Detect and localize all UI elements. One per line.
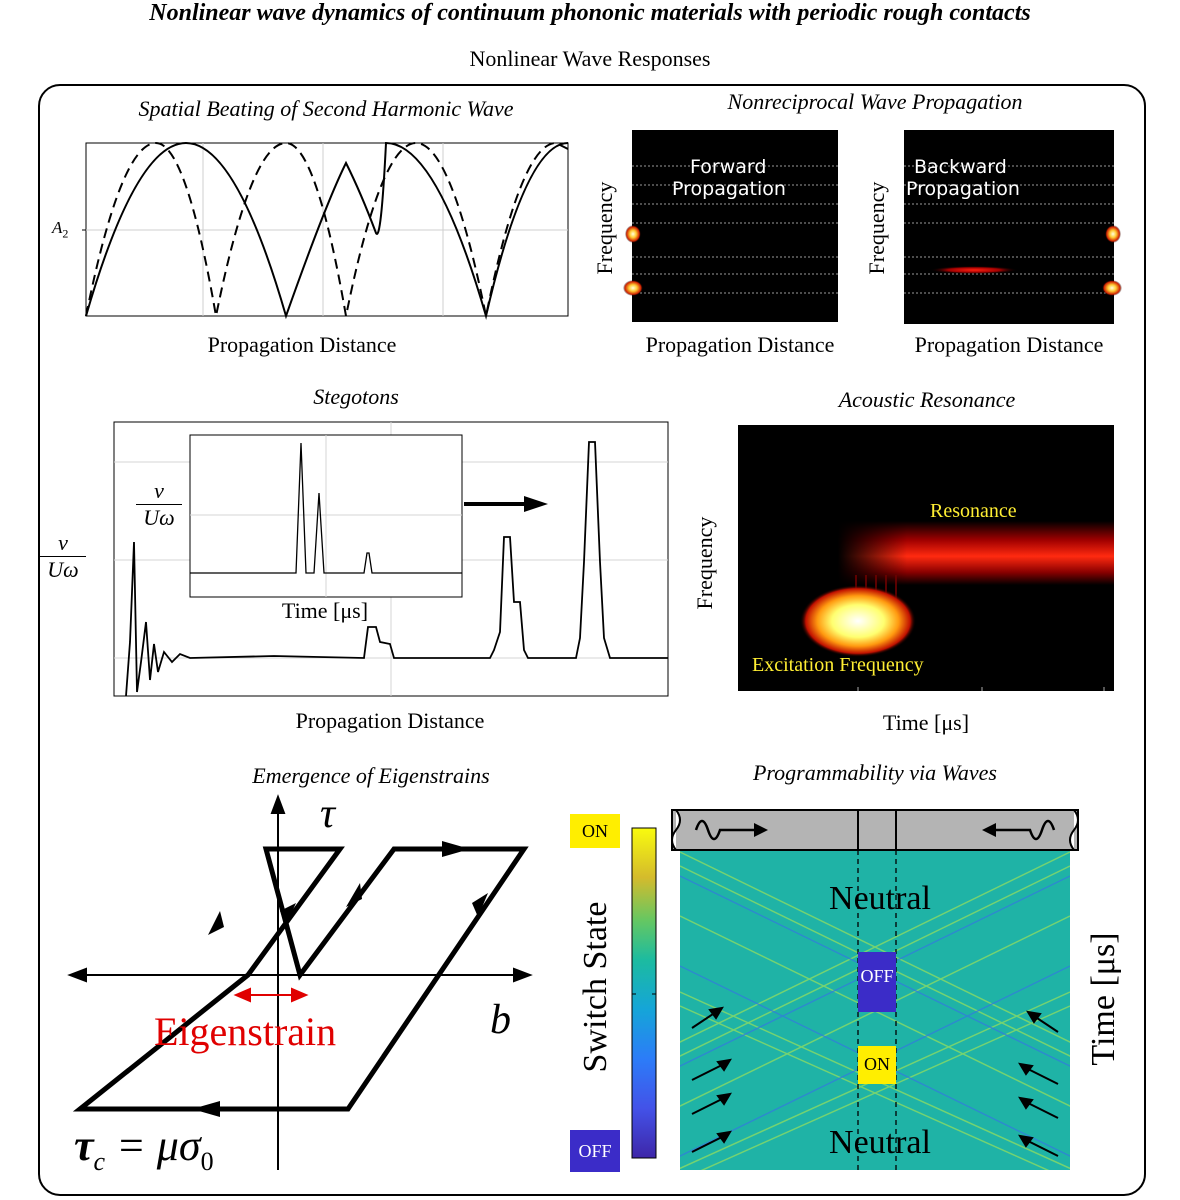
spatial-beating-title: Spatial Beating of Second Harmonic Wave (138, 96, 514, 121)
loop-arrow-down-center (280, 903, 296, 925)
colorbar-off-badge: OFF (570, 1130, 620, 1172)
stegotons-inset-ylabel: v Uω (136, 478, 182, 531)
eigenstrain-red-arrow (233, 987, 309, 1003)
stegotons-inset-plot (189, 434, 463, 598)
off-region (858, 952, 896, 1012)
excitation-frequency-label: Excitation Frequency (752, 654, 924, 676)
forward-xlabel: Propagation Distance (645, 332, 835, 357)
eigenstrain-label: Eigenstrain (154, 1009, 337, 1054)
acoustic-resonance-xlabel: Time [μs] (882, 710, 970, 735)
loop-arrow-down-right (472, 893, 488, 917)
tau-label: τ (320, 791, 336, 837)
forward-label-line1: Forward (690, 156, 767, 178)
backward-label-line1: Backward (914, 156, 1007, 178)
spatial-beating-xlabel: Propagation Distance (207, 332, 397, 357)
forward-propagation-heatmap (623, 130, 838, 322)
stegotons-signal-line (125, 441, 668, 697)
loop-arrow-up-right (346, 883, 362, 907)
wave-arrows-right (1018, 1010, 1059, 1157)
colorbar-label: Switch State (577, 901, 614, 1073)
spatial-beating-ylabel: A2 (52, 218, 69, 241)
figure-title: Nonlinear wave dynamics of continuum pho… (149, 0, 1031, 26)
tau-c-equation: τc = μσ0 (74, 1121, 214, 1176)
nonreciprocal-title: Nonreciprocal Wave Propagation (727, 89, 1023, 114)
inset-signal-line (190, 442, 462, 574)
stegotons-title: Stegotons (313, 384, 399, 409)
programmability-ylabel: Time [μs] (1085, 932, 1122, 1066)
acoustic-resonance-ylabel: Frequency (692, 516, 717, 610)
wave-packet-right (988, 819, 1056, 841)
colorbar-on-badge: ON (570, 814, 620, 848)
eigenstrain-hysteresis-diagram (67, 794, 533, 1170)
backward-label-line2: Propagation (906, 178, 1020, 200)
center-off-label: OFF (860, 966, 894, 986)
second-harmonic-solid-curve (85, 141, 569, 320)
stegotons-arrow-icon (464, 496, 548, 512)
stegotons-inset-xlabel: Time [μs] (281, 598, 369, 623)
forward-label-line2: Propagation (672, 178, 786, 200)
stegotons-xlabel: Propagation Distance (295, 708, 485, 733)
nonreciprocal-backward-ylabel: Frequency (864, 181, 889, 275)
hysteresis-loop-outer (72, 846, 529, 1112)
programmability-heatmap (671, 809, 1079, 1170)
stegotons-ylabel: v Uω (40, 530, 86, 583)
neutral-top-label: Neutral (829, 880, 931, 917)
center-on-label: ON (864, 1054, 890, 1074)
figure-subtitle: Nonlinear Wave Responses (469, 46, 711, 71)
loop-arrow-top-right (442, 841, 470, 857)
spatial-beating-grid (86, 143, 568, 316)
resonance-label: Resonance (930, 500, 1017, 522)
wave-arrows-left (691, 1006, 732, 1153)
on-region (858, 1046, 896, 1084)
nonreciprocal-forward-ylabel: Frequency (592, 181, 617, 275)
acoustic-resonance-title: Acoustic Resonance (838, 387, 1016, 412)
loop-arrow-up-left (208, 911, 224, 935)
eigenstrains-title: Emergence of Eigenstrains (252, 763, 490, 788)
backward-xlabel: Propagation Distance (914, 332, 1104, 357)
acoustic-resonance-heatmap (738, 425, 1114, 691)
spatial-beating-plot (82, 141, 569, 320)
panel-frame (38, 84, 1146, 1196)
b-label: b (490, 997, 511, 1043)
wave-packet-left (694, 819, 762, 841)
backward-propagation-heatmap (904, 130, 1122, 324)
loop-arrow-bottom (192, 1101, 220, 1117)
neutral-bottom-label: Neutral (829, 1124, 931, 1161)
switch-state-colorbar (631, 827, 657, 1159)
programmability-title: Programmability via Waves (752, 760, 997, 785)
rod-contact-block (857, 809, 897, 851)
second-harmonic-dashed-curve (85, 141, 569, 317)
